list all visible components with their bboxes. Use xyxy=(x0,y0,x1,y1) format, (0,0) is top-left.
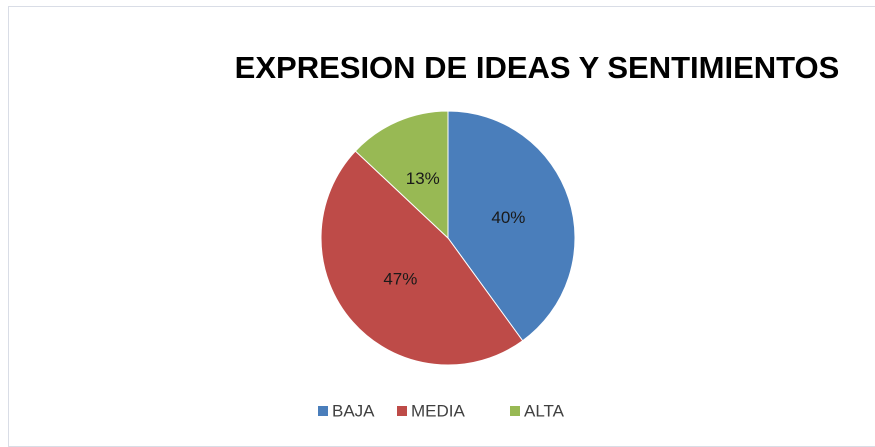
pie-slice xyxy=(320,150,524,366)
data-label: 47% xyxy=(383,269,417,288)
data-label: 40% xyxy=(491,208,525,227)
data-label: 13% xyxy=(406,169,440,188)
legend-swatch xyxy=(318,406,328,416)
legend-label: BAJA xyxy=(332,401,375,420)
pie-slice xyxy=(354,110,449,240)
legend-label: MEDIA xyxy=(411,401,466,420)
legend-label: ALTA xyxy=(524,401,565,420)
chart-title: EXPRESION DE IDEAS Y SENTIMIENTOS xyxy=(235,50,840,85)
pie-slice xyxy=(447,110,576,342)
legend-swatch xyxy=(397,406,407,416)
legend-swatch xyxy=(510,406,520,416)
